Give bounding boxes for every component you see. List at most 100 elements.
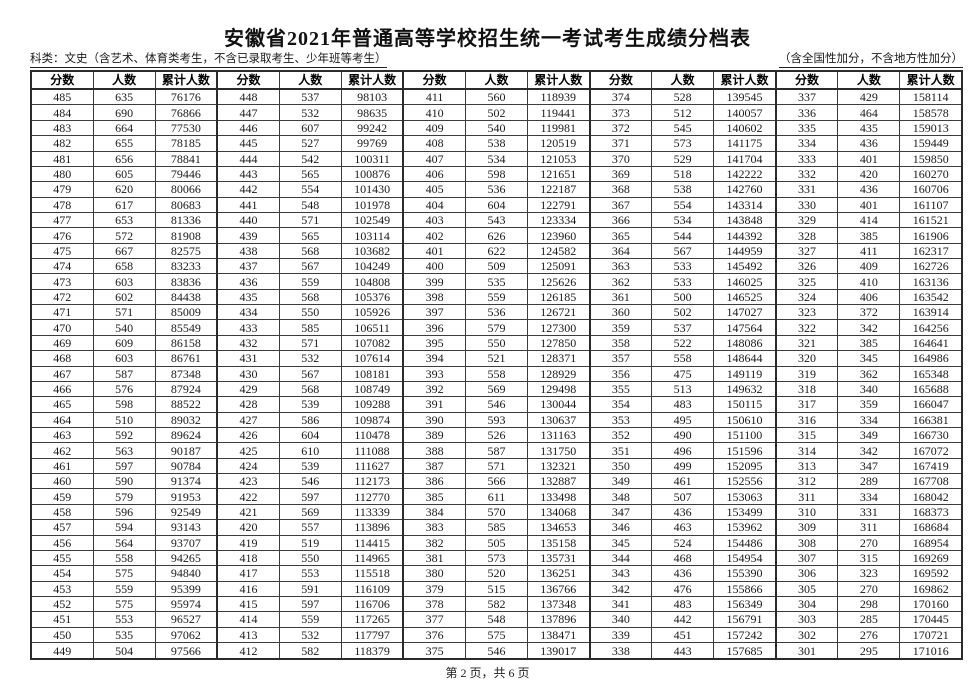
cumulative-cell: 170721	[899, 626, 963, 644]
count-cell: 566	[464, 473, 529, 490]
count-cell: 550	[278, 549, 342, 567]
cumulative-cell: 129498	[526, 380, 591, 398]
count-cell: 461	[651, 473, 715, 490]
score-cell: 308	[774, 534, 839, 551]
count-cell: 483	[651, 396, 715, 413]
table-row: 451 553 96527 414 559 117265 377 548 137896 340 44…	[30, 611, 963, 628]
count-cell: 690	[92, 104, 156, 121]
count-cell: 401	[837, 196, 901, 213]
score-cell: 422	[216, 488, 280, 505]
score-distribution-table: 分数 人数 累计人数 分数 人数 累计人数 分数 人数 累计人数 分数 人数 累计人数 分数 人数 累计人数…	[30, 70, 963, 660]
cumulative-cell: 156791	[713, 611, 777, 628]
cumulative-cell: 112770	[340, 488, 404, 505]
table-row: 453 559 95399 416 591 116109 379 515 136766 342 47…	[30, 580, 963, 597]
table-row: 452 575 95974 415 597 116706 378 582 137348 341 48…	[30, 595, 963, 613]
cumulative-cell: 155866	[713, 580, 777, 597]
cumulative-cell: 156349	[713, 595, 777, 613]
cumulative-column-header: 累计人数	[899, 70, 963, 90]
cumulative-cell: 117265	[340, 611, 404, 628]
count-cell: 510	[92, 411, 156, 429]
count-cell: 436	[651, 503, 715, 521]
count-cell: 340	[837, 380, 901, 398]
count-cell: 603	[92, 350, 156, 367]
cumulative-cell: 168042	[899, 488, 963, 505]
score-cell: 420	[216, 519, 280, 536]
count-cell: 496	[651, 442, 715, 459]
score-cell: 482	[30, 135, 94, 152]
cumulative-cell: 127300	[526, 319, 591, 336]
score-cell: 431	[216, 350, 280, 367]
count-cell: 571	[92, 304, 156, 321]
count-cell: 602	[92, 288, 156, 306]
count-cell: 571	[464, 457, 529, 475]
table-row: 479 620 80066 442 554 101430 405 536 122187 368 53…	[30, 181, 963, 198]
cumulative-cell: 126721	[526, 304, 591, 321]
score-cell: 443	[216, 165, 280, 183]
count-cell: 507	[651, 488, 715, 505]
score-cell: 334	[774, 135, 839, 152]
cumulative-cell: 165348	[899, 365, 963, 382]
score-cell: 465	[30, 396, 94, 413]
subtitle-bonus-note: （含全国性加分，不含地方性加分）	[779, 50, 963, 68]
score-cell: 384	[402, 503, 466, 521]
score-cell: 341	[588, 595, 653, 613]
cumulative-cell: 121053	[526, 150, 591, 167]
count-cell: 464	[837, 104, 901, 121]
score-cell: 354	[588, 396, 653, 413]
cumulative-cell: 102549	[340, 211, 404, 229]
score-cell: 395	[402, 334, 466, 352]
score-cell: 337	[774, 88, 839, 106]
count-cell: 610	[278, 442, 342, 459]
score-cell: 356	[588, 365, 653, 382]
count-cell: 500	[651, 288, 715, 306]
score-cell: 391	[402, 396, 466, 413]
cumulative-cell: 112173	[340, 473, 404, 490]
score-cell: 485	[30, 88, 94, 106]
score-cell: 310	[774, 503, 839, 521]
count-cell: 538	[651, 181, 715, 198]
score-cell: 374	[588, 88, 653, 106]
count-cell: 617	[92, 196, 156, 213]
score-cell: 403	[402, 211, 466, 229]
count-cell: 342	[837, 319, 901, 336]
score-cell: 362	[588, 273, 653, 290]
score-cell: 429	[216, 380, 280, 398]
table-row: 460 590 91374 423 546 112173 386 566 132887 349 46…	[30, 473, 963, 490]
score-cell: 472	[30, 288, 94, 306]
score-cell: 347	[588, 503, 653, 521]
cumulative-cell: 79446	[154, 165, 218, 183]
score-cell: 350	[588, 457, 653, 475]
cumulative-cell: 97566	[154, 642, 218, 660]
score-cell: 368	[588, 181, 653, 198]
cumulative-cell: 170160	[899, 595, 963, 613]
score-cell: 469	[30, 334, 94, 352]
count-cell: 564	[92, 534, 156, 551]
count-cell: 451	[651, 626, 715, 644]
cumulative-cell: 85549	[154, 319, 218, 336]
count-cell: 515	[464, 580, 529, 597]
score-cell: 326	[774, 258, 839, 275]
cumulative-cell: 132887	[526, 473, 591, 490]
score-cell: 353	[588, 411, 653, 429]
cumulative-cell: 148644	[713, 350, 777, 367]
count-cell: 475	[651, 365, 715, 382]
cumulative-cell: 135731	[526, 549, 591, 567]
count-cell: 563	[92, 442, 156, 459]
cumulative-cell: 166047	[899, 396, 963, 413]
score-cell: 370	[588, 150, 653, 167]
cumulative-cell: 158578	[899, 104, 963, 121]
score-cell: 438	[216, 242, 280, 260]
count-cell: 572	[92, 227, 156, 244]
cumulative-cell: 161906	[899, 227, 963, 244]
score-cell: 355	[588, 380, 653, 398]
score-cell: 458	[30, 503, 94, 521]
cumulative-cell: 169592	[899, 565, 963, 582]
score-cell: 377	[402, 611, 466, 628]
score-cell: 316	[774, 411, 839, 429]
cumulative-cell: 128929	[526, 365, 591, 382]
score-cell: 342	[588, 580, 653, 597]
count-cell: 582	[278, 642, 342, 660]
cumulative-cell: 155390	[713, 565, 777, 582]
subtitle-row: 科类：文史（含艺术、体育类考生，不含已录取考生、少年班等考生） （含全国性加分，…	[30, 50, 963, 68]
count-cell: 550	[464, 334, 529, 352]
